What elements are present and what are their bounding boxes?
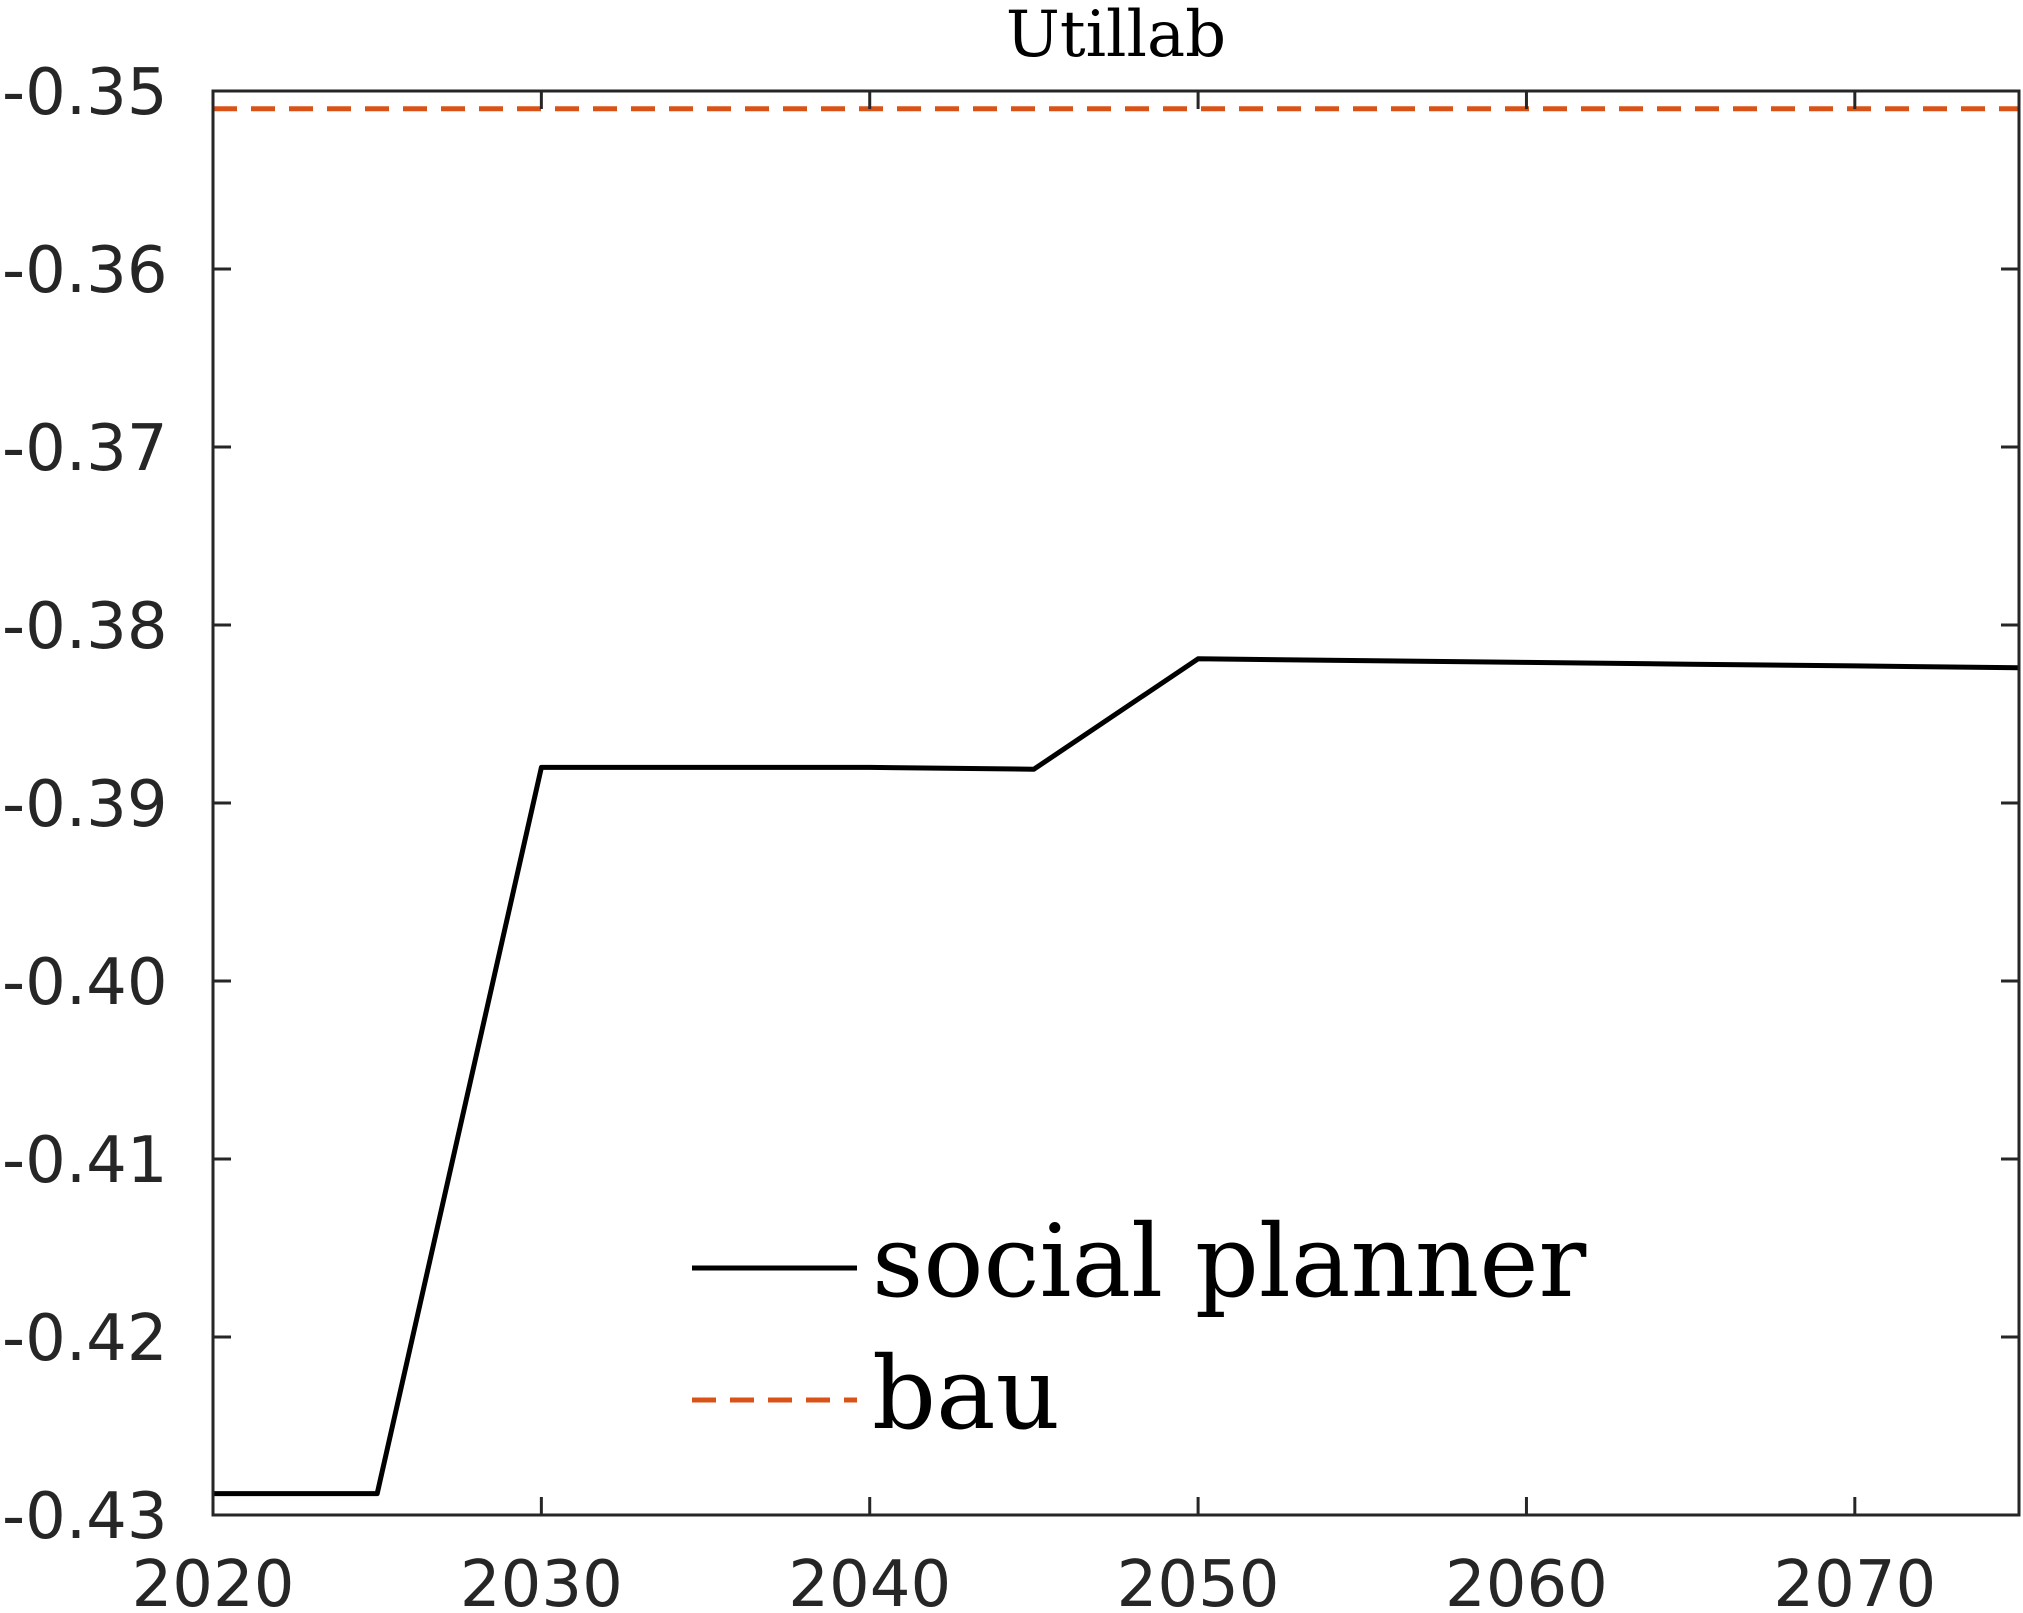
x-tick-label: 2060 [1445,1548,1608,1613]
y-tick-label: -0.36 [2,234,168,308]
x-tick-label: 2020 [132,1548,295,1613]
y-tick-label: -0.35 [2,56,168,130]
y-tick-label: -0.40 [2,946,168,1020]
x-tick-label: 2030 [460,1548,623,1613]
y-tick-label: -0.37 [2,412,168,486]
x-tick-label: 2040 [788,1548,951,1613]
legend-label-social-planner: social planner [872,1203,1587,1320]
x-tick-label: 2050 [1117,1548,1280,1613]
series-line-social-planner [213,656,2020,1497]
y-tick-label: -0.43 [2,1480,168,1554]
y-tick-label: -0.39 [2,768,168,842]
chart-title: Utillab [1006,0,1226,72]
legend-label-bau: bau [872,1335,1060,1452]
y-tick-label: -0.42 [2,1302,168,1376]
x-tick-label: 2070 [1773,1548,1936,1613]
y-tick-label: -0.41 [2,1124,168,1198]
y-tick-label: -0.38 [2,590,168,664]
